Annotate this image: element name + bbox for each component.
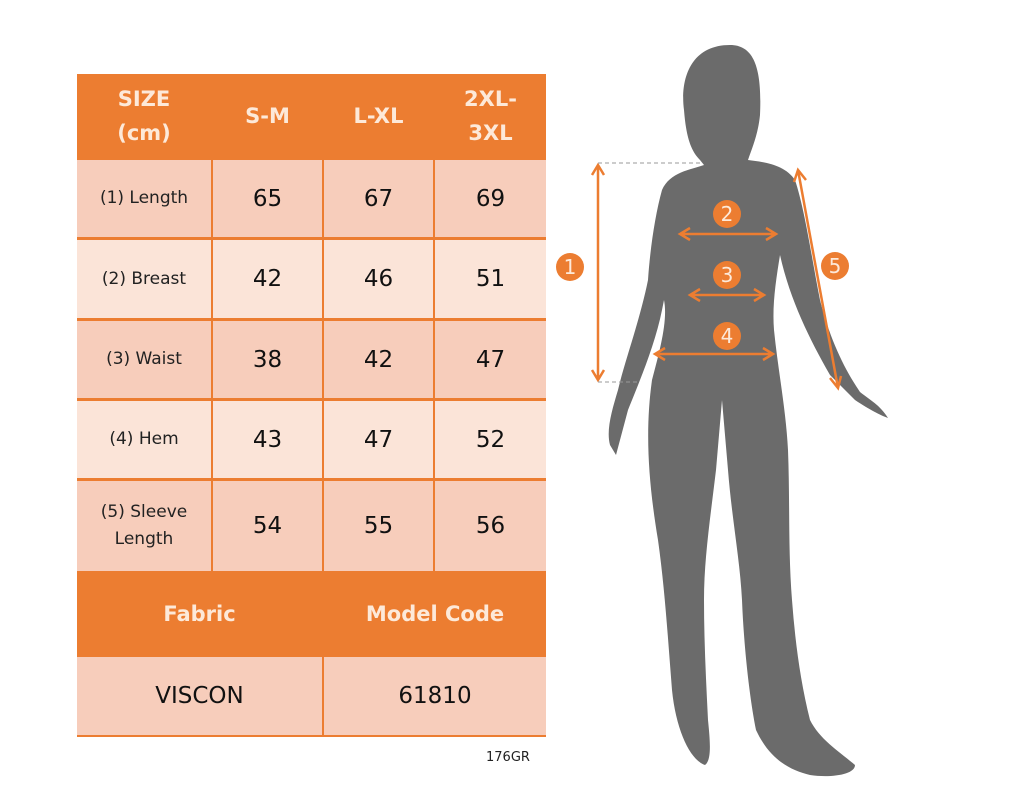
marker-number: 5 [829, 254, 842, 278]
size-value: 42 [213, 240, 322, 318]
fabric-value: VISCON [77, 657, 322, 735]
marker-number: 1 [564, 255, 577, 279]
marker-circle [713, 322, 741, 350]
size-value: 42 [324, 321, 433, 398]
header-cell: 2XL- 3XL [464, 87, 517, 145]
size-value: 54 [213, 481, 322, 571]
marker-circle [821, 252, 849, 280]
marker-circle [713, 261, 741, 289]
model-code-header: Model Code [365, 602, 505, 626]
size-value: 46 [324, 240, 433, 318]
size-value: 43 [213, 401, 322, 478]
marker-circle [713, 200, 741, 228]
caption: 176GR [486, 750, 530, 765]
header-cell: L-XL [353, 104, 404, 128]
marker-number: 3 [721, 263, 734, 287]
row-label: (2) Breast [77, 240, 211, 318]
row-label: (4) Hem [77, 401, 211, 478]
marker-number: 2 [721, 202, 734, 226]
model-code-value: 61810 [324, 657, 546, 735]
body-measurement-figure: 1 2 3 4 5 [556, 45, 888, 777]
woman-silhouette [608, 45, 888, 777]
size-value: 47 [324, 401, 433, 478]
header-cell: SIZE (cm) [117, 87, 171, 145]
size-value: 69 [435, 160, 546, 237]
row-label: (5) Sleeve Length [77, 481, 211, 571]
size-value: 55 [324, 481, 433, 571]
size-value: 38 [213, 321, 322, 398]
row-label: (3) Waist [77, 321, 211, 398]
marker-number: 4 [721, 324, 734, 348]
guide-lines [598, 162, 700, 383]
header-cell: S-M [245, 104, 290, 128]
size-value: 67 [324, 160, 433, 237]
size-chart-table: SIZE (cm) S-M L-XL 2XL- 3XL (1) Length 65 67 69… [77, 74, 546, 737]
measurement-arrows [590, 162, 843, 391]
size-value: 65 [213, 160, 322, 237]
size-value: 52 [435, 401, 546, 478]
marker-circle [556, 253, 584, 281]
fabric-header: Fabric [163, 602, 236, 626]
size-value: 47 [435, 321, 546, 398]
size-value: 56 [435, 481, 546, 571]
size-value: 51 [435, 240, 546, 318]
row-label: (1) Length [77, 160, 211, 237]
